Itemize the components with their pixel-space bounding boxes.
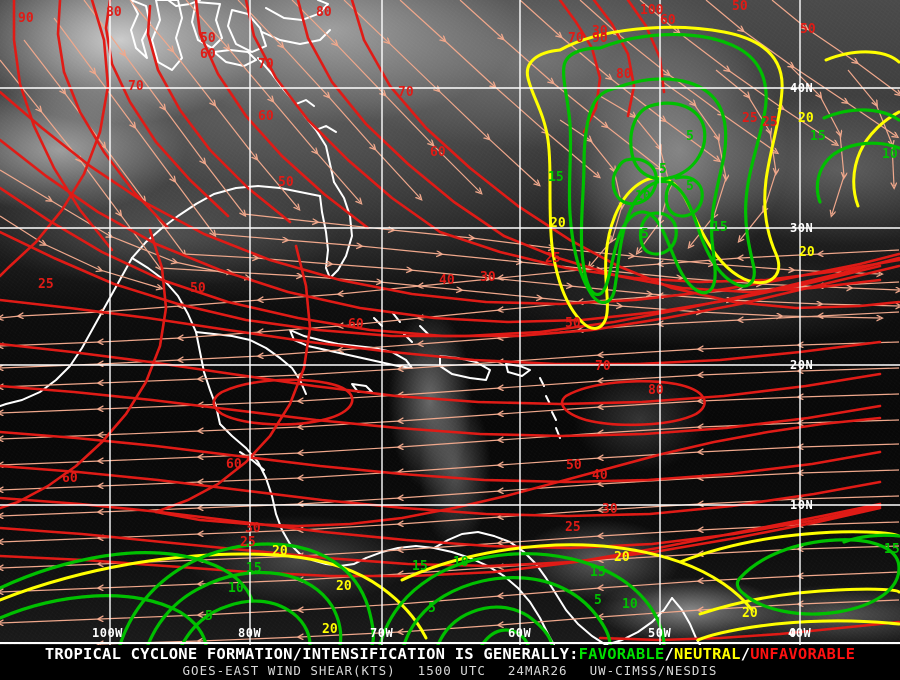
contour-label-60kt: 60	[430, 145, 446, 160]
contour-label-0kt: 0	[789, 626, 797, 640]
contour-label-10kt: 10	[453, 555, 469, 570]
contour-label-20kt: 20	[614, 550, 630, 565]
contour-label-60kt: 60	[62, 471, 78, 486]
contour-label-50kt: 50	[190, 281, 206, 296]
contour-label-10kt: 10	[228, 581, 244, 596]
longitude-label-100w: 100W	[92, 626, 123, 640]
contour-label-15kt: 15	[810, 129, 826, 144]
legend-favorable: FAVORABLE	[578, 645, 665, 663]
contour-label-25kt: 25	[565, 520, 581, 535]
contour-label-80kt: 80	[106, 5, 122, 20]
contour-label-30kt: 30	[480, 270, 496, 285]
contour-label-80kt: 80	[316, 5, 332, 20]
legend-neutral: NEUTRAL	[673, 645, 741, 663]
caption-bar: TROPICAL CYCLONE FORMATION/INTENSIFICATI…	[0, 645, 900, 680]
contour-label-15kt: 15	[412, 559, 428, 574]
contour-label-30kt: 30	[602, 502, 618, 517]
contour-label-20kt: 20	[272, 544, 288, 559]
contour-label-50kt: 50	[278, 175, 294, 190]
contour-label-15kt: 15	[712, 220, 728, 235]
contour-label-20kt: 20	[742, 606, 758, 621]
contour-label-60kt: 60	[348, 317, 364, 332]
contour-label-50kt: 50	[800, 22, 816, 37]
contour-label-25kt: 25	[742, 111, 758, 126]
longitude-label-80w: 80W	[238, 626, 261, 640]
product-source: GOES-EAST WIND SHEAR(KTS)	[182, 663, 396, 678]
legend-separator-1: /	[664, 645, 674, 663]
contour-label-60kt: 60	[660, 13, 676, 28]
contour-label-80kt: 80	[616, 67, 632, 82]
contour-label-30kt: 30	[245, 521, 261, 536]
latitude-label-20n: 20N	[790, 358, 813, 372]
contour-label-50kt: 50	[732, 0, 748, 14]
metadata-line: GOES-EAST WIND SHEAR(KTS) 1500 UTC 24MAR26…	[0, 663, 900, 678]
headline-line: TROPICAL CYCLONE FORMATION/INTENSIFICATI…	[0, 645, 900, 663]
contour-label-5kt: 5	[205, 609, 213, 624]
contour-label-30kt: 30	[592, 24, 608, 39]
headline-prefix: TROPICAL CYCLONE FORMATION/INTENSIFICATI…	[44, 645, 579, 663]
contour-label-40kt: 40	[592, 468, 608, 483]
latitude-label-10n: 10N	[790, 498, 813, 512]
contour-label-15kt: 15	[246, 561, 262, 576]
contour-label-60kt: 60	[258, 109, 274, 124]
satellite-map-canvas[interactable]: 40N 30N 20N 10N 100W 80W 70W 60W 50W 40W 90 80 80 50…	[0, 0, 900, 645]
legend-separator-2: /	[740, 645, 751, 663]
contour-label-5kt: 5	[428, 601, 436, 616]
contour-label-60kt: 60	[200, 47, 216, 62]
contour-label-40kt: 40	[439, 273, 455, 288]
longitude-label-60w: 60W	[508, 626, 531, 640]
contour-label-5kt: 5	[641, 227, 649, 242]
contour-label-15kt: 15	[884, 542, 900, 557]
contour-label-layer: 90 80 80 5060701005060709080503070607060502…	[18, 0, 900, 640]
longitude-label-50w: 50W	[648, 626, 671, 640]
contour-label-90kt: 90	[592, 31, 608, 46]
contour-label-20kt: 20	[798, 111, 814, 126]
contour-label-50kt: 50	[200, 31, 216, 46]
contour-label-5kt: 5	[594, 593, 602, 608]
contour-label-100kt: 100	[640, 3, 664, 18]
contour-label-60kt: 60	[226, 457, 242, 472]
contour-label-80kt: 80	[648, 383, 664, 398]
contour-label-20kt: 20	[799, 245, 815, 260]
contour-label-20kt: 20	[550, 216, 566, 231]
contour-label-10kt: 10	[635, 189, 651, 204]
contour-label-25kt: 25	[38, 277, 54, 292]
contour-label-25kt: 25	[240, 535, 256, 550]
graticule-label-layer: 40N 30N 20N 10N 100W 80W 70W 60W 50W 40W	[92, 81, 813, 640]
contour-label-90kt: 90	[18, 11, 34, 26]
latitude-label-30n: 30N	[790, 221, 813, 235]
latitude-label-40n: 40N	[790, 81, 813, 95]
product-time: 1500 UTC	[417, 663, 486, 678]
contour-label-70kt: 70	[568, 31, 584, 46]
contour-label-20kt: 20	[322, 622, 338, 637]
contour-label-25kt: 25	[545, 251, 561, 266]
contour-label-10kt: 10	[882, 147, 898, 162]
contour-label-50kt: 50	[565, 316, 581, 331]
contour-label-50kt: 50	[566, 458, 582, 473]
contour-label-70kt: 70	[595, 359, 611, 374]
contour-label-70kt: 70	[398, 85, 414, 100]
graticule-layer	[0, 0, 900, 645]
contour-label-5kt: 5	[686, 129, 694, 144]
contour-label-70kt: 70	[258, 57, 274, 72]
contour-layer-high-shear-red	[0, 0, 900, 642]
contour-label-5kt: 5	[659, 162, 667, 177]
product-date: 24MAR26	[507, 663, 568, 678]
contour-label-25kt: 25	[762, 115, 778, 130]
contour-label-15kt: 15	[548, 170, 564, 185]
contour-label-5kt: 5	[686, 179, 694, 194]
contour-label-15kt: 15	[590, 565, 606, 580]
contour-label-10kt: 10	[622, 597, 638, 612]
longitude-label-40w: 40W	[788, 626, 811, 640]
product-credit: UW-CIMSS/NESDIS	[589, 663, 718, 678]
longitude-label-70w: 70W	[370, 626, 393, 640]
legend-unfavorable: UNFAVORABLE	[750, 645, 856, 663]
contour-layer-favorable-green	[0, 32, 900, 645]
contour-label-20kt: 20	[336, 579, 352, 594]
contour-label-70kt: 70	[128, 79, 144, 94]
